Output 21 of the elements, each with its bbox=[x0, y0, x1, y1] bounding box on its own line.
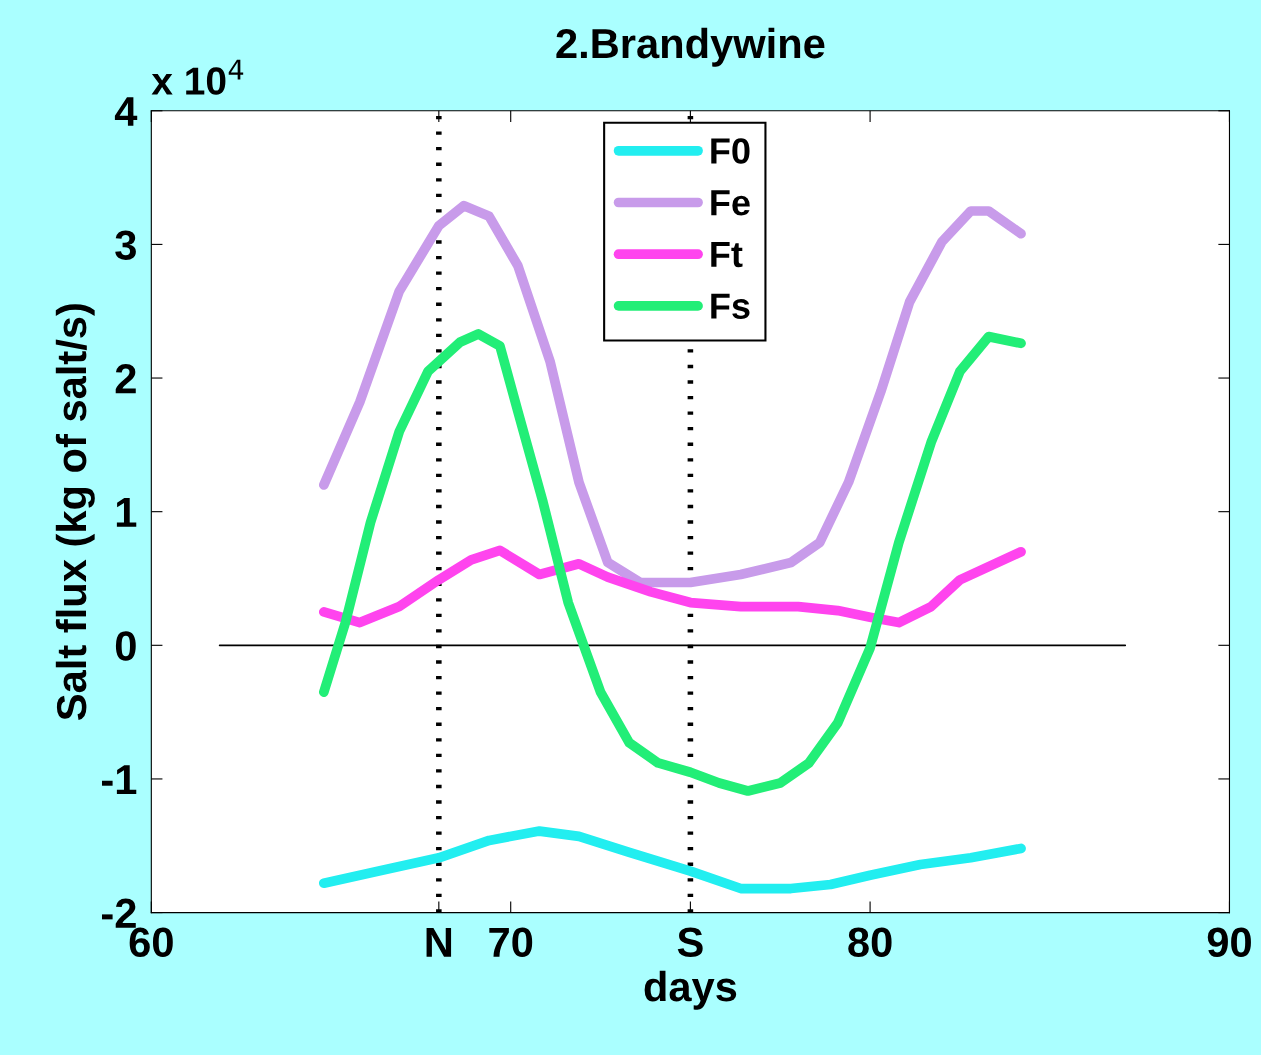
y-tick-label: 2 bbox=[115, 364, 136, 394]
text: x 10$^{4}$ bbox=[151, 59, 244, 95]
legend-label: F0 bbox=[711, 138, 750, 164]
y-tick-label: 1 bbox=[116, 498, 137, 527]
chart-title: 2.Brandywine bbox=[556, 27, 825, 67]
x-tick-label: 60 bbox=[129, 927, 173, 958]
x-tick-label: N bbox=[426, 927, 452, 957]
y-tick-label: -2 bbox=[102, 898, 136, 928]
y-tick-label: 4 bbox=[114, 97, 138, 126]
x-tick-label: 90 bbox=[1207, 927, 1251, 958]
x-tick-label: 70 bbox=[489, 927, 533, 958]
legend-label: Fe bbox=[711, 190, 750, 216]
legend-label: Fs bbox=[711, 293, 750, 319]
x-tick-label: 80 bbox=[848, 927, 892, 958]
y-axis-title: Salt flux (kg of salt/s) bbox=[55, 304, 95, 720]
y-tick-label: 0 bbox=[115, 631, 136, 661]
legend-label: Ft bbox=[711, 242, 743, 268]
x-axis-title: days bbox=[644, 970, 737, 1010]
y-tick-label: -1 bbox=[102, 765, 137, 795]
y-tick-label: 3 bbox=[115, 230, 136, 260]
x-tick-label: S bbox=[677, 927, 703, 958]
